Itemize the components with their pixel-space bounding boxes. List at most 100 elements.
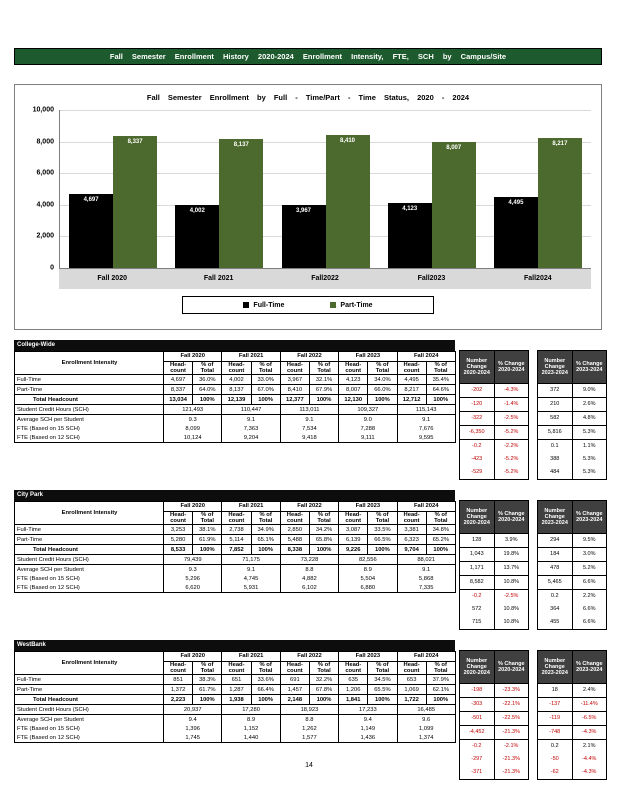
value-cell: 100% [192,394,223,406]
change-value-cell: -21.3% [493,766,529,780]
change-value-cell: 572 [459,603,495,616]
value-cell: 3,967 [279,374,310,386]
value-cell: 6,102 [279,583,340,594]
section-title-bar: WestBank [14,640,455,651]
change-table-header-row: Number Change 2023-2024% Change 2023-202… [537,500,607,534]
table-row-fte-based-on-15-sch: FTE (Based on 15 SCH) 1,396 1,152 1,262 1,14… [14,724,456,734]
change-table-2023-2024-westbank: Number Change 2023-2024% Change 2023-202… [537,650,607,780]
table-row-full-time: Full-Time 851 38.3% 651 33.6% 691 32.2% 635 34.5… [14,674,456,686]
value-cell: 8.8 [279,714,340,725]
change-table-header-row: Number Change 2020-2024% Change 2020-202… [459,500,529,534]
subheader-cell: % of Total [367,510,398,526]
change-value-cell: -120 [459,397,495,412]
value-cell: 1,396 [162,724,223,734]
row-label: FTE (Based on 15 SCH) [14,724,164,734]
value-cell: 8.9 [338,564,398,575]
value-cell: 1,457 [279,684,310,696]
change-row: 128 3.9% [459,533,529,548]
bar-group-fall-2021: 4,002 8,137 [166,110,272,268]
value-cell: 37.9% [425,674,456,686]
y-tick-label: 2,000 [36,232,54,240]
table-row-fte-based-on-12-sch: FTE (Based on 12 SCH) 10,124 9,204 9,418 9,1… [14,433,456,444]
value-cell: 34.9% [250,524,281,536]
change-row: 5,816 5.3% [537,425,607,440]
bar-groups: 4,697 8,337 4,002 8,137 3,967 8,410 4,123 8,007… [60,110,591,268]
value-cell: 9.0 [338,414,398,425]
value-cell: 1,099 [396,724,456,734]
subheader-cell: % of Total [250,660,281,676]
value-cell: 12,377 [279,394,310,406]
year-header: Fall 2024 [396,651,456,662]
value-cell: 1,440 [221,733,281,744]
value-cell: 1,287 [221,684,252,696]
change-row: 210 2.6% [537,397,607,412]
table-row-fte-based-on-15-sch: FTE (Based on 15 SCH) 8,099 7,363 7,534 7,28… [14,424,456,434]
value-cell: 1,722 [396,694,427,706]
value-cell: 5,868 [396,574,456,584]
main-table-city-park: City Park Enrollment Intensity Fall 2020 Fa… [14,490,456,594]
change-row: 388 5.3% [537,453,607,466]
change-value-cell: -1.4% [493,397,529,412]
value-cell: 4,002 [221,374,252,386]
change-value-cell: 364 [537,603,573,616]
bar-part-time-fall-2020: 8,337 [113,136,158,268]
row-label: FTE (Based on 12 SCH) [14,733,164,744]
value-cell: 3,381 [396,524,427,536]
change-row: -198 -23.3% [459,683,529,698]
change-row: -6,350 -5.2% [459,425,529,440]
change-value-cell: 10.8% [493,575,529,590]
value-cell: 4,123 [338,374,369,386]
change-row: 1,043 19.8% [459,547,529,562]
change-row: 478 5.2% [537,561,607,576]
change-value-cell: -22.1% [493,697,529,712]
change-value-cell: -5.2% [493,425,529,440]
change-row: 0.2 2.1% [537,739,607,753]
value-cell: 9.3 [162,414,223,425]
year-header: Fall 2021 [221,651,281,662]
subheader-cell: Head- count [279,360,310,376]
change-value-cell: 10.8% [493,616,529,630]
number-change-header: Number Change 2023-2024 [537,650,573,684]
change-value-cell: 5.3% [571,466,607,480]
value-cell: 100% [250,544,281,556]
row-label: FTE (Based on 12 SCH) [14,583,164,594]
table-row-average-sch-per-student: Average SCH per Student 9.4 8.9 8.8 9.4 9.6 [14,714,456,725]
value-cell: 65.8% [308,534,340,546]
year-header: Fall 2020 [162,351,223,362]
value-cell: 32.2% [308,674,340,686]
legend-label-full-time: Full-Time [253,301,285,309]
value-cell: 8.8 [279,564,340,575]
change-value-cell: 0.2 [537,739,573,753]
value-cell: 8,099 [162,424,223,434]
change-value-cell: 5.2% [571,561,607,576]
value-cell: 7,676 [396,424,456,434]
value-cell: 61.9% [192,534,223,546]
value-cell: 7,288 [338,424,398,434]
value-cell: 100% [308,394,340,406]
change-value-cell: -21.3% [493,753,529,766]
change-value-cell: -22.5% [493,711,529,726]
year-header: Fall 2020 [162,651,223,662]
change-value-cell: -529 [459,466,495,480]
table-row-total-headcount: Total Headcount 8,533 100% 7,852 100% 8,338 10… [14,544,456,556]
bar-value-label: 8,217 [552,141,568,148]
value-cell: 16,485 [396,704,456,716]
year-header: Fall 2020 [162,501,223,512]
row-label: Part-Time [14,534,164,546]
change-row: -303 -22.1% [459,697,529,712]
value-cell: 8,338 [279,544,310,556]
subheader-cell: Head- count [396,360,427,376]
value-cell: 9.1 [279,414,340,425]
value-cell: 100% [192,544,223,556]
change-value-cell: 1,171 [459,561,495,576]
subheader-cell: % of Total [425,660,456,676]
percent-change-header: % Change 2023-2024 [571,500,607,534]
change-row: -0.2 -2.2% [459,439,529,453]
value-cell: 17,233 [338,704,398,716]
value-cell: 2,850 [279,524,310,536]
value-cell: 20,937 [162,704,223,716]
value-cell: 100% [367,394,398,406]
value-cell: 6,880 [338,583,398,594]
change-value-cell: 10.8% [493,603,529,616]
value-cell: 653 [396,674,427,686]
